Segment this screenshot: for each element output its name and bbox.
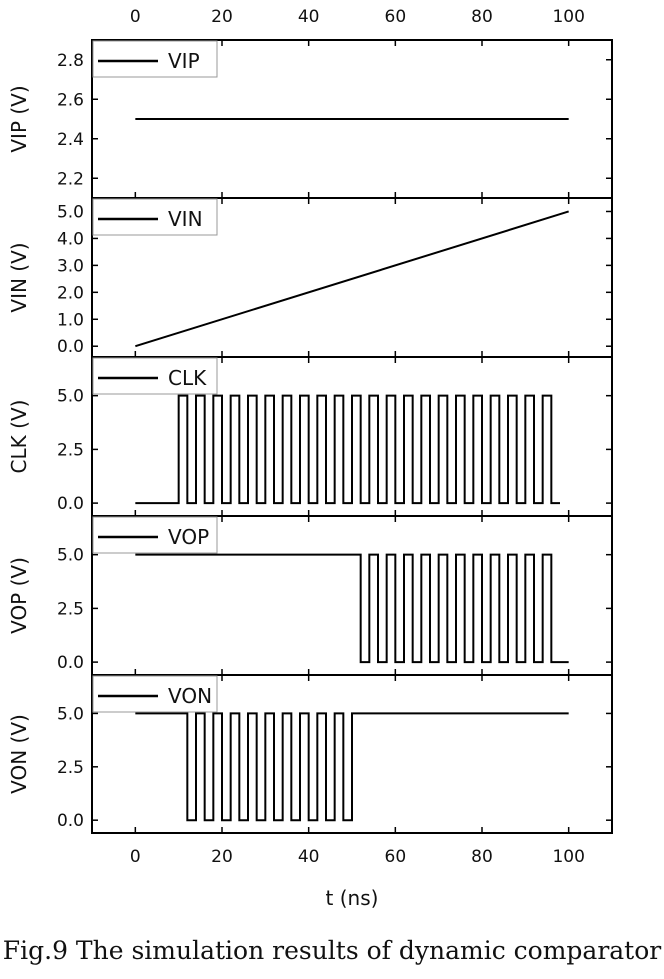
panel-vop: 0.0 2.5 5.0 VOP (V) VOP xyxy=(7,515,613,676)
x-tick-label-top: 20 xyxy=(211,7,233,27)
series-line-vin xyxy=(135,210,569,348)
legend-label: VIP xyxy=(168,49,200,73)
series-line-von xyxy=(135,712,569,822)
legend-box xyxy=(92,40,218,78)
y-tick-label: 2.6 xyxy=(57,90,84,110)
x-tick-label-top: 0 xyxy=(130,7,141,27)
y-tick-label: 2.8 xyxy=(57,51,84,71)
panel-vip: 2.2 2.4 2.6 2.8 VIP (V) VIP xyxy=(7,39,613,199)
y-tick-label: 5.0 xyxy=(57,202,84,222)
panel-vin: 0.0 1.0 2.0 3.0 4.0 5.0 VIN (V) VIN xyxy=(7,197,613,358)
x-tick-label: 20 xyxy=(211,847,233,867)
x-axis-label: t (ns) xyxy=(326,886,379,910)
legend-von: VON xyxy=(92,675,218,713)
legend-clk: CLK xyxy=(92,357,218,395)
y-tick-label: 1.0 xyxy=(57,310,84,330)
stacked-waveform-chart: 2.2 2.4 2.6 2.8 VIP (V) VIP 0.0 1.0 2.0 3.0 4.0 5.0… xyxy=(7,7,613,910)
legend-vop: VOP xyxy=(92,516,218,554)
panel-frame xyxy=(91,674,613,834)
legend-label: CLK xyxy=(168,366,207,390)
x-tick-label: 100 xyxy=(552,847,584,867)
y-tick-label: 0.0 xyxy=(57,337,84,357)
y-axis-label: VIN (V) xyxy=(7,242,31,312)
x-tick-label-top: 60 xyxy=(385,7,407,27)
y-tick-label: 5.0 xyxy=(57,704,84,724)
legend-label: VIN xyxy=(168,207,203,231)
x-tick-label: 40 xyxy=(298,847,320,867)
y-tick-label: 5.0 xyxy=(57,387,84,407)
legend-label: VON xyxy=(168,684,212,708)
y-tick-label: 2.0 xyxy=(57,283,84,303)
y-tick-label: 0.0 xyxy=(57,811,84,831)
legend-box xyxy=(92,516,218,554)
legend-box xyxy=(92,198,218,236)
y-tick-label: 2.4 xyxy=(57,130,84,150)
y-tick-label: 0.0 xyxy=(57,653,84,673)
y-tick-label: 2.5 xyxy=(57,599,84,619)
y-tick-label: 2.5 xyxy=(57,758,84,778)
x-tick-label: 0 xyxy=(130,847,141,867)
y-axis-label: VOP (V) xyxy=(7,557,31,634)
legend-label: VOP xyxy=(168,525,209,549)
panel-von: 0.0 2.5 5.0 VON (V) VON xyxy=(7,674,613,834)
y-tick-label: 4.0 xyxy=(57,229,84,249)
x-tick-label: 60 xyxy=(385,847,407,867)
series-line-clk xyxy=(135,394,560,505)
y-axis-label: VIP (V) xyxy=(7,85,31,152)
figure-caption: Fig.9 The simulation results of dynamic … xyxy=(2,936,662,965)
panel-clk: 0.0 2.5 5.0 CLK (V) CLK xyxy=(7,356,613,517)
legend-vip: VIP xyxy=(92,40,218,78)
y-tick-label: 5.0 xyxy=(57,546,84,566)
x-tick-label: 80 xyxy=(471,847,493,867)
y-tick-label: 0.0 xyxy=(57,494,84,514)
y-tick-label: 2.5 xyxy=(57,440,84,460)
series-line-vop xyxy=(135,553,569,664)
y-axis-label: CLK (V) xyxy=(7,400,31,474)
legend-box xyxy=(92,357,218,395)
y-tick-label: 2.2 xyxy=(57,169,84,189)
y-tick-label: 3.0 xyxy=(57,256,84,276)
legend-vin: VIN xyxy=(92,198,218,236)
x-tick-label-top: 40 xyxy=(298,7,320,27)
legend-box xyxy=(92,675,218,713)
x-tick-label-top: 80 xyxy=(471,7,493,27)
y-axis-label: VON (V) xyxy=(7,714,31,794)
x-tick-label-top: 100 xyxy=(552,7,584,27)
